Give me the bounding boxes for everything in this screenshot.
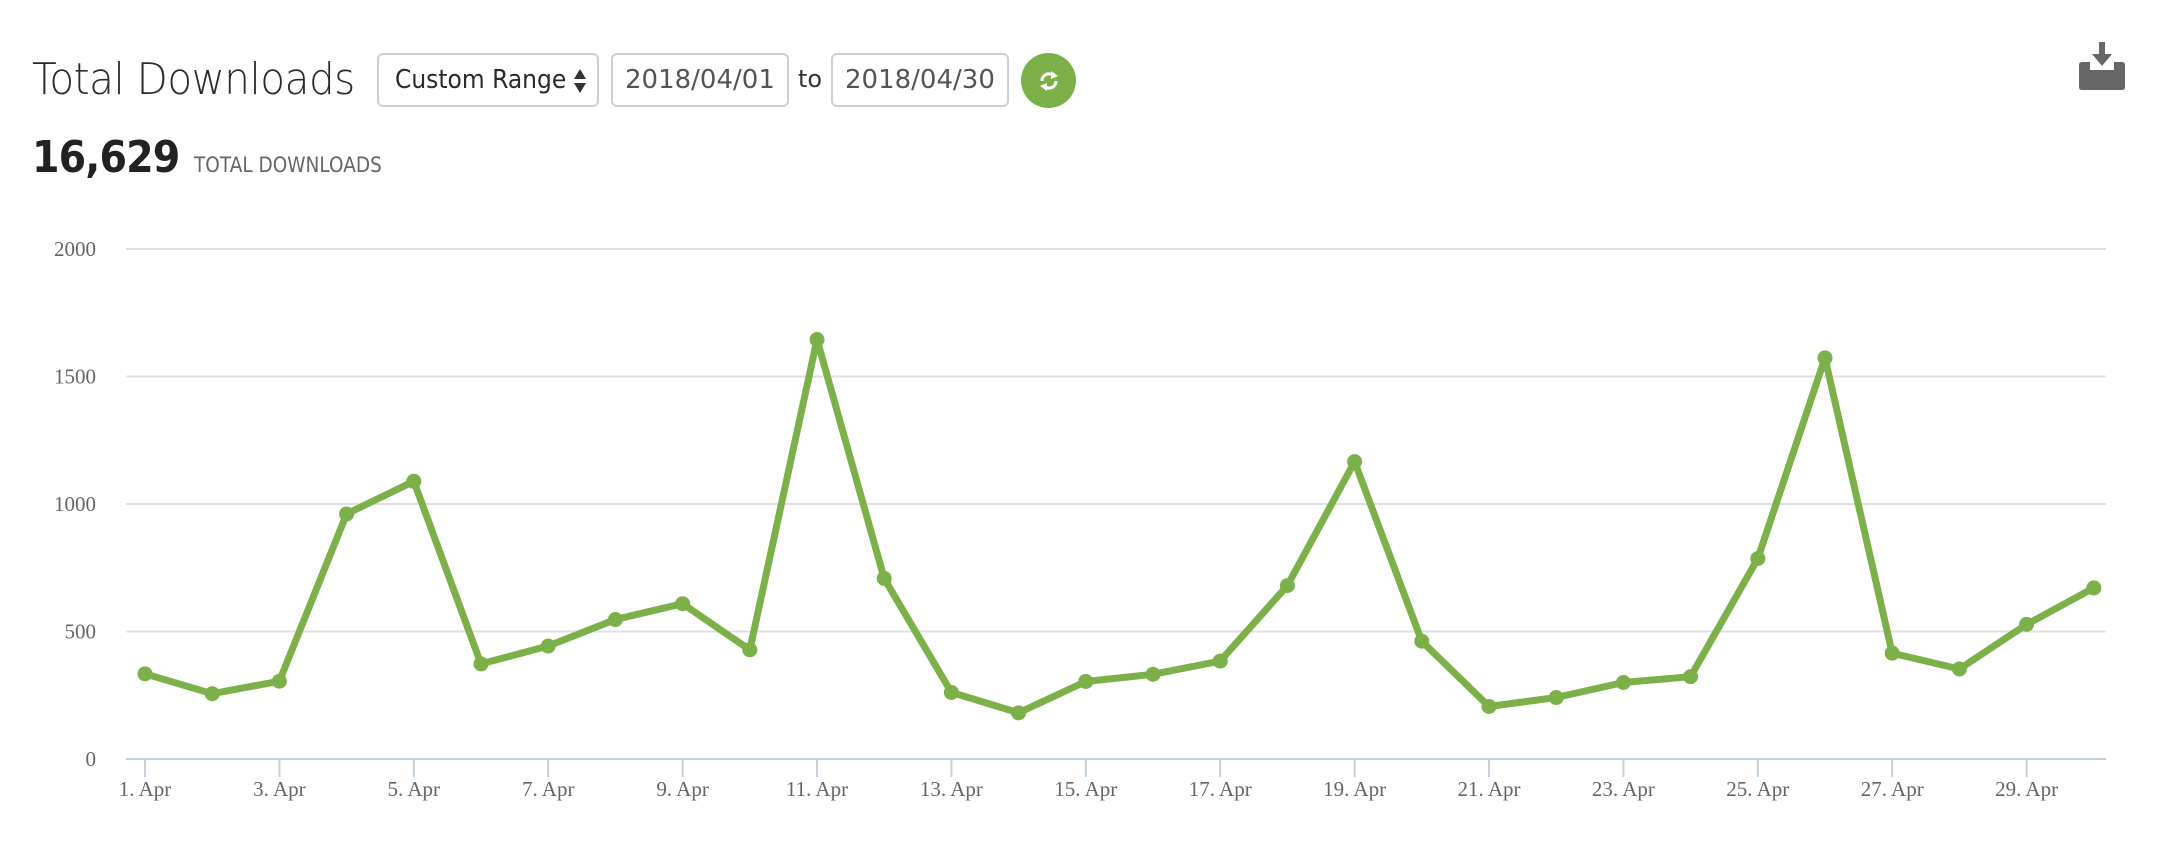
x-tick-label: 7. Apr — [522, 777, 575, 801]
y-tick-label: 0 — [86, 747, 97, 771]
data-point[interactable] — [607, 612, 623, 628]
download-button[interactable] — [2076, 40, 2128, 92]
data-point[interactable] — [742, 642, 758, 658]
data-point[interactable] — [339, 506, 355, 522]
to-label: to — [798, 65, 823, 93]
chart-gridlines — [126, 248, 2106, 633]
x-tick-label: 25. Apr — [1726, 777, 1789, 801]
data-point[interactable] — [943, 684, 959, 700]
y-axis-labels: 0 500 1000 1500 2000 — [54, 237, 96, 771]
total-summary: 16,629 TOTAL DOWNLOADS — [32, 132, 407, 183]
data-point[interactable] — [2019, 616, 2035, 632]
chart-series-downloads — [137, 332, 2102, 721]
series-line — [141, 336, 2098, 717]
total-downloads-label: TOTAL DOWNLOADS — [193, 153, 382, 177]
data-point[interactable] — [1078, 673, 1094, 689]
x-tick-label: 27. Apr — [1861, 777, 1924, 801]
data-point[interactable] — [1683, 669, 1699, 685]
x-tick-label: 11. Apr — [786, 777, 848, 801]
data-point[interactable] — [1615, 675, 1631, 690]
x-tick-label: 13. Apr — [920, 777, 983, 801]
x-tick-label: 3. Apr — [253, 777, 306, 801]
data-point[interactable] — [1884, 645, 1900, 661]
data-point[interactable] — [406, 473, 422, 489]
page-title: Total Downloads — [32, 54, 355, 105]
download-tray-icon — [2079, 42, 2125, 90]
data-point[interactable] — [204, 686, 220, 702]
refresh-button[interactable] — [1021, 53, 1076, 108]
data-point[interactable] — [271, 673, 287, 689]
data-point[interactable] — [1279, 578, 1295, 594]
date-to-input[interactable] — [831, 53, 1009, 107]
data-point[interactable] — [876, 570, 892, 586]
data-point[interactable] — [137, 666, 153, 682]
x-axis: 1. Apr 3. Apr 5. Apr 7. Apr 9. Apr 11. Apr 13.… — [119, 758, 2106, 801]
data-point[interactable] — [1011, 705, 1027, 721]
data-point[interactable] — [1481, 698, 1497, 714]
refresh-icon — [1039, 70, 1058, 91]
data-point[interactable] — [1414, 633, 1430, 649]
x-tick-label: 17. Apr — [1189, 777, 1252, 801]
header-bar: Total Downloads — [32, 52, 376, 108]
data-point[interactable] — [1750, 551, 1766, 567]
data-point[interactable] — [1548, 690, 1564, 706]
data-point[interactable] — [540, 638, 556, 654]
data-point[interactable] — [2086, 580, 2102, 596]
data-point[interactable] — [1817, 350, 1833, 366]
range-select[interactable]: Custom Range — [377, 53, 599, 107]
x-tick-label: 19. Apr — [1323, 777, 1386, 801]
data-point[interactable] — [1347, 454, 1363, 470]
date-from-input[interactable] — [611, 53, 789, 107]
y-tick-label: 1000 — [54, 492, 96, 516]
data-point[interactable] — [675, 596, 691, 612]
y-tick-label: 500 — [65, 620, 97, 644]
total-downloads-value: 16,629 — [32, 132, 180, 183]
x-tick-label: 21. Apr — [1458, 777, 1521, 801]
data-point[interactable] — [1951, 661, 1967, 677]
data-point[interactable] — [809, 332, 825, 348]
select-arrows-icon — [574, 69, 586, 93]
y-tick-label: 1500 — [54, 365, 96, 389]
x-tick-label: 23. Apr — [1592, 777, 1655, 801]
y-tick-label: 2000 — [54, 237, 96, 261]
x-tick-label: 1. Apr — [119, 777, 172, 801]
range-select-value: Custom Range — [395, 65, 567, 95]
x-tick-label: 15. Apr — [1054, 777, 1117, 801]
x-tick-label: 9. Apr — [656, 777, 709, 801]
data-point[interactable] — [1212, 653, 1228, 669]
x-tick-label: 29. Apr — [1995, 777, 2058, 801]
data-point[interactable] — [473, 656, 489, 672]
date-range-controls: Custom Range to — [32, 53, 1132, 109]
data-point[interactable] — [1145, 666, 1161, 682]
x-tick-label: 5. Apr — [388, 777, 441, 801]
